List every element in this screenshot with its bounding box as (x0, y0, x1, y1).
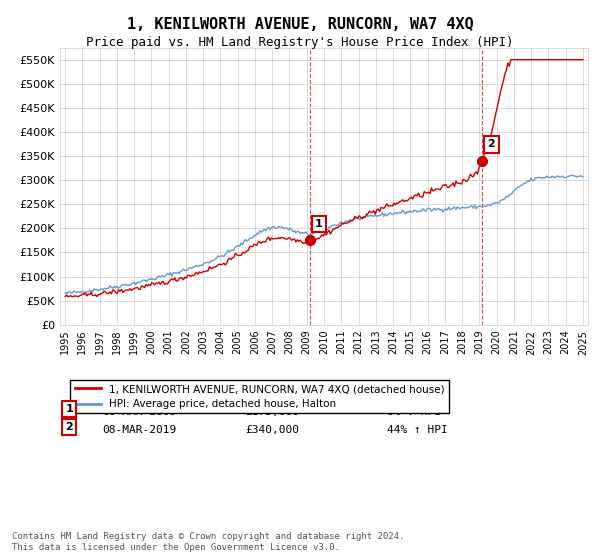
Text: 08-MAR-2019: 08-MAR-2019 (102, 425, 176, 435)
Text: 44% ↑ HPI: 44% ↑ HPI (388, 425, 448, 435)
Text: 06-MAR-2009: 06-MAR-2009 (102, 407, 176, 417)
Text: 2: 2 (65, 422, 73, 432)
Text: Price paid vs. HM Land Registry's House Price Index (HPI): Price paid vs. HM Land Registry's House … (86, 36, 514, 49)
Text: 1: 1 (315, 219, 323, 229)
Text: Contains HM Land Registry data © Crown copyright and database right 2024.
This d: Contains HM Land Registry data © Crown c… (12, 532, 404, 552)
Text: 8% ↓ HPI: 8% ↓ HPI (388, 407, 442, 417)
Text: 2: 2 (488, 139, 496, 150)
Text: £175,000: £175,000 (245, 407, 299, 417)
Legend: 1, KENILWORTH AVENUE, RUNCORN, WA7 4XQ (detached house), HPI: Average price, det: 1, KENILWORTH AVENUE, RUNCORN, WA7 4XQ (… (70, 380, 449, 413)
Text: £340,000: £340,000 (245, 425, 299, 435)
Text: 1: 1 (65, 404, 73, 414)
Text: 1, KENILWORTH AVENUE, RUNCORN, WA7 4XQ: 1, KENILWORTH AVENUE, RUNCORN, WA7 4XQ (127, 17, 473, 32)
